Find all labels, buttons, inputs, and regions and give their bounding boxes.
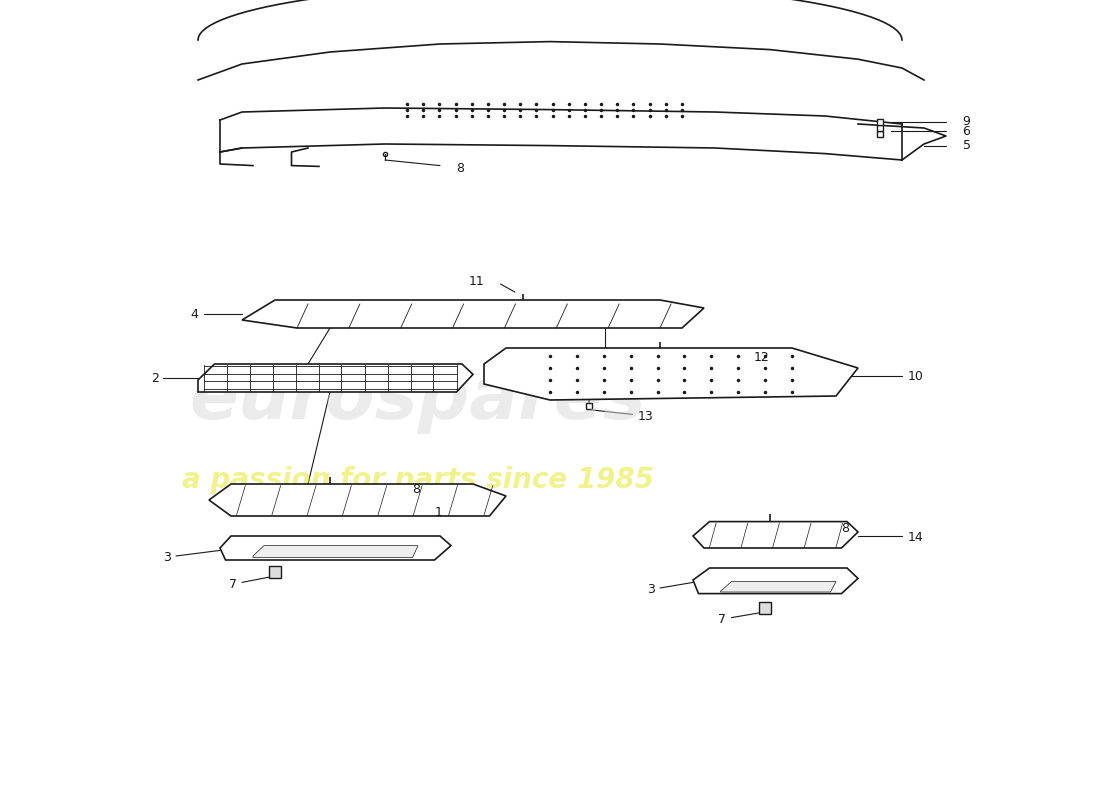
Text: 8: 8 bbox=[842, 522, 849, 534]
Text: a passion for parts since 1985: a passion for parts since 1985 bbox=[183, 466, 653, 494]
Text: 5: 5 bbox=[962, 139, 970, 152]
Text: 3: 3 bbox=[647, 583, 654, 596]
Text: 10: 10 bbox=[908, 370, 923, 382]
Polygon shape bbox=[242, 300, 704, 328]
Text: 14: 14 bbox=[908, 531, 923, 544]
Polygon shape bbox=[253, 546, 418, 558]
Text: 13: 13 bbox=[638, 410, 653, 422]
Text: eurospares: eurospares bbox=[189, 366, 647, 434]
Text: 8: 8 bbox=[456, 162, 464, 174]
Polygon shape bbox=[198, 364, 473, 392]
Text: 7: 7 bbox=[718, 613, 726, 626]
Text: 1: 1 bbox=[434, 506, 442, 518]
Text: 2: 2 bbox=[152, 372, 160, 385]
Polygon shape bbox=[693, 568, 858, 594]
Polygon shape bbox=[484, 348, 858, 400]
Text: 11: 11 bbox=[469, 275, 484, 288]
Polygon shape bbox=[720, 582, 836, 592]
Text: 6: 6 bbox=[962, 125, 970, 138]
Polygon shape bbox=[220, 536, 451, 560]
Text: 8: 8 bbox=[412, 483, 420, 496]
Text: 7: 7 bbox=[229, 578, 236, 590]
Text: 12: 12 bbox=[754, 351, 769, 364]
Text: 4: 4 bbox=[190, 308, 198, 321]
Text: 9: 9 bbox=[962, 115, 970, 128]
Text: 3: 3 bbox=[163, 551, 170, 564]
Polygon shape bbox=[209, 484, 506, 516]
Polygon shape bbox=[693, 522, 858, 548]
